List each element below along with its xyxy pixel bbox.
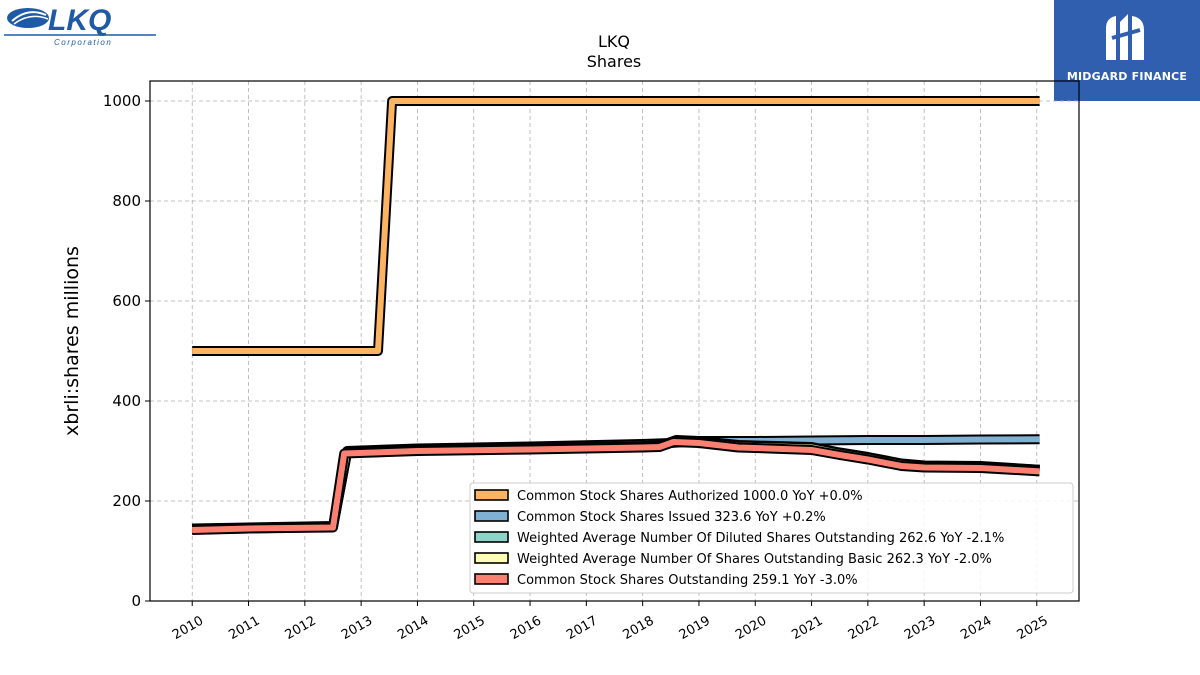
x-tick-label: 2012 — [283, 613, 319, 643]
series-outline-0 — [192, 96, 1040, 356]
grid-layer — [150, 81, 1079, 602]
midgard-brand-label: MIDGARD FINANCE — [1066, 70, 1188, 83]
legend-swatch-2 — [474, 531, 509, 543]
legend-label-4: Common Stock Shares Outstanding 259.1 Yo… — [517, 573, 858, 588]
x-tick-label: 2020 — [733, 613, 769, 643]
legend-label-1: Common Stock Shares Issued 323.6 YoY +0.… — [517, 510, 826, 525]
series-layer — [192, 96, 1040, 535]
x-tick-label: 2010 — [170, 613, 206, 643]
legend-label-0: Common Stock Shares Authorized 1000.0 Yo… — [517, 489, 863, 504]
chart-subtitle: Shares — [587, 52, 642, 71]
lkq-logo-subtext: Corporation — [54, 38, 112, 47]
y-tick-label: 200 — [112, 492, 141, 510]
legend-swatch-3 — [474, 552, 509, 564]
x-tick-label: 2014 — [395, 613, 431, 643]
legend-swatch-0 — [474, 489, 509, 501]
legend-label-2: Weighted Average Number Of Diluted Share… — [517, 531, 1004, 546]
x-tick-label: 2021 — [789, 613, 825, 643]
x-tick-label: 2019 — [677, 613, 713, 643]
x-tick-label: 2018 — [620, 613, 656, 643]
y-tick-label: 1000 — [103, 92, 141, 110]
legend-swatch-1 — [474, 510, 509, 522]
x-tick-label: 2025 — [1015, 613, 1051, 643]
legend-label-3: Weighted Average Number Of Shares Outsta… — [517, 552, 992, 567]
series-line-4 — [192, 439, 1040, 533]
series-line-0 — [192, 98, 1040, 354]
y-tick-label: 400 — [112, 392, 141, 410]
x-tick-label: 2022 — [846, 613, 882, 643]
lkq-logo: LKQ Corporation — [4, 4, 156, 47]
x-tick-label: 2023 — [902, 613, 938, 643]
y-axis-label: xbrli:shares millions — [61, 246, 83, 436]
y-tick-label: 600 — [112, 292, 141, 310]
x-tick-label: 2016 — [508, 613, 544, 643]
y-tick-label: 0 — [131, 592, 141, 610]
lkq-logo-text: LKQ — [48, 4, 111, 37]
x-tick-label: 2017 — [564, 613, 600, 643]
midgard-finance-logo: MIDGARD FINANCE — [1054, 0, 1200, 101]
plot-frame — [149, 80, 1080, 602]
midgard-monogram-icon — [1106, 14, 1144, 60]
x-tick-label: 2013 — [339, 613, 375, 643]
x-tick-label: 2015 — [452, 613, 488, 643]
legend: Common Stock Shares Authorized 1000.0 Yo… — [469, 482, 1074, 594]
chart-title: LKQ — [598, 32, 630, 51]
x-tick-label: 2024 — [958, 613, 994, 643]
legend-swatch-4 — [474, 573, 509, 585]
y-tick-label: 800 — [112, 192, 141, 210]
x-tick-label: 2011 — [226, 613, 262, 643]
legend-box — [469, 482, 1074, 594]
